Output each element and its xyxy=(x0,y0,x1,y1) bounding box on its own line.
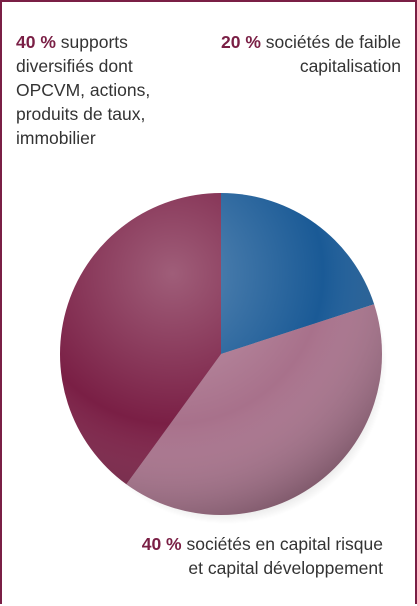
label-text-line: diversifiés dont xyxy=(16,56,133,76)
label-supports-diversifies: 40 % supports diversifiés dont OPCVM, ac… xyxy=(16,30,196,150)
label-text-line: OPCVM, actions, xyxy=(16,80,151,100)
label-percent: 40 % xyxy=(141,534,182,554)
label-text-line: produits de taux, xyxy=(16,104,146,124)
label-faible-capitalisation: 20 % sociétés de faible capitalisation xyxy=(191,30,401,78)
label-percent: 20 % xyxy=(221,32,261,52)
label-text-line: capitalisation xyxy=(299,56,401,76)
label-text-line: et capital développement xyxy=(188,558,383,578)
pie-slices xyxy=(59,193,383,516)
label-text-line: sociétés en capital risque xyxy=(186,534,384,554)
label-text-line: supports xyxy=(60,32,128,52)
label-text-line: sociétés de faible xyxy=(265,32,401,52)
label-text-line: immobilier xyxy=(16,128,96,148)
label-capital-risque: 40 % sociétés en capital risque et capit… xyxy=(83,532,383,580)
label-percent: 40 % xyxy=(16,32,56,52)
